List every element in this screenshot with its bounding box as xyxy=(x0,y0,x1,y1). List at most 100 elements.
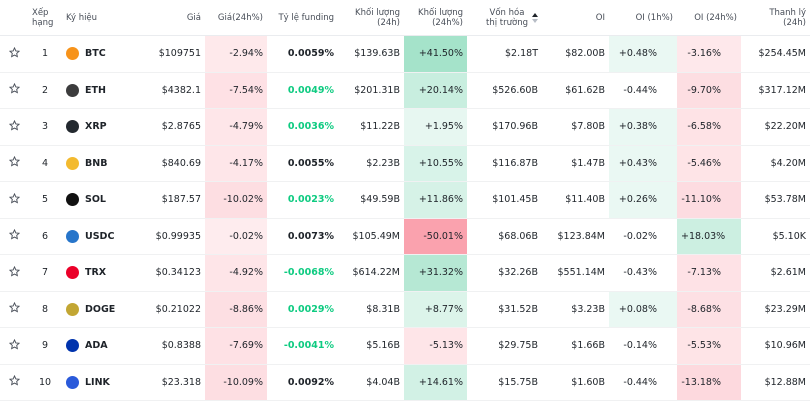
cell: $201.31B xyxy=(338,72,404,109)
cell: $2.61M xyxy=(741,254,810,292)
column-header[interactable]: OI (24h%) xyxy=(677,0,741,36)
value: $0.99935 xyxy=(155,230,201,242)
favorite-cell xyxy=(0,72,28,109)
coin-icon xyxy=(66,47,79,61)
column-header[interactable]: Giá(24h%) xyxy=(205,0,267,36)
cell: $8.31B xyxy=(338,291,404,328)
favorite-star[interactable] xyxy=(8,156,20,167)
symbol[interactable]: SOL xyxy=(66,193,136,207)
coin-icon xyxy=(66,266,79,280)
cell: -0.44% xyxy=(609,72,677,109)
symbol[interactable]: DOGE xyxy=(66,302,136,316)
symbol[interactable]: XRP xyxy=(66,120,136,134)
value: $2.23B xyxy=(366,157,400,169)
value: 0.0055% xyxy=(287,157,334,169)
cell: $1.47B xyxy=(542,145,609,182)
column-header[interactable]: Ký hiệu xyxy=(62,0,140,36)
table-row[interactable]: 7 TRX $0.34123 -4.92% -0.0068% $614.22M +31.32… xyxy=(0,254,810,292)
favorite-star[interactable] xyxy=(8,119,20,131)
value: $61.62B xyxy=(565,84,605,96)
cell: $187.57 xyxy=(140,181,205,219)
table-row[interactable]: 9 ADA $0.8388 -7.69% -0.0041% $5.16B -5.13% $29… xyxy=(0,327,810,365)
value: $4.20M xyxy=(770,157,806,169)
column-header[interactable]: Khối lượng (24h) xyxy=(338,0,404,36)
favorite-star[interactable] xyxy=(8,265,20,277)
favorite-star[interactable] xyxy=(8,192,20,204)
table-row[interactable]: 6 USDC $0.99935 -0.02% 0.0073% $105.49M -50.01… xyxy=(0,218,810,255)
cell: $5.10K xyxy=(741,218,810,255)
symbol[interactable]: USDC xyxy=(66,229,136,243)
cell: BNB xyxy=(62,145,140,182)
cell: 0.0092% xyxy=(267,364,338,401)
column-header[interactable]: OI (1h%) xyxy=(609,0,677,36)
value: +11.86% xyxy=(418,194,463,206)
cell: +20.14% xyxy=(404,72,467,109)
table-row[interactable]: 10 LINK $23.318 -10.09% 0.0092% $4.04B +14.61%… xyxy=(0,364,810,401)
value: -0.02% xyxy=(623,230,657,242)
coin-icon xyxy=(66,193,79,207)
symbol[interactable]: BTC xyxy=(66,47,136,61)
value: $3.23B xyxy=(571,303,605,315)
table-row[interactable]: 5 SOL $187.57 -10.02% 0.0023% $49.59B +11.86% $… xyxy=(0,181,810,219)
header-text: Thanh lý (24h) xyxy=(769,7,806,28)
value: $4.04B xyxy=(366,376,400,388)
cell: -50.01% xyxy=(404,218,467,255)
symbol-text: SOL xyxy=(85,194,106,206)
rank: 3 xyxy=(41,121,49,133)
cell: -7.13% xyxy=(677,254,741,292)
cell: $12.88M xyxy=(741,364,810,401)
favorite-cell xyxy=(0,108,28,146)
favorite-star[interactable] xyxy=(8,375,20,386)
table-row[interactable]: 1 BTC $109751 -2.94% 0.0059% $139.63B +41.50% $… xyxy=(0,35,810,73)
cell: LINK xyxy=(62,364,140,401)
cell: +14.61% xyxy=(404,364,467,401)
table-row[interactable]: 8 DOGE $0.21022 -8.86% 0.0029% $8.31B +8.77% $3… xyxy=(0,291,810,328)
value: $68.06B xyxy=(498,230,538,242)
favorite-star[interactable] xyxy=(8,46,20,58)
table-row[interactable]: 3 XRP $2.8765 -4.79% 0.0036% $11.22B +1.95% $17… xyxy=(0,108,810,146)
column-header[interactable]: Khối lượng (24h%) xyxy=(404,0,467,36)
value: -4.79% xyxy=(229,121,263,133)
cell: 7 xyxy=(28,254,62,292)
column-header[interactable]: Xếp hạng xyxy=(28,0,62,36)
cell: $109751 xyxy=(140,35,205,73)
cell: -4.92% xyxy=(205,254,267,292)
favorite-cell xyxy=(0,364,28,401)
value: -3.16% xyxy=(687,48,721,60)
cell: $49.59B xyxy=(338,181,404,219)
value: 0.0073% xyxy=(287,230,334,242)
value: +0.26% xyxy=(618,194,657,206)
favorite-star[interactable] xyxy=(8,338,20,350)
value: $109751 xyxy=(158,48,201,60)
favorite-star[interactable] xyxy=(8,302,20,313)
rank: 7 xyxy=(41,267,49,279)
cell: XRP xyxy=(62,108,140,146)
value: 0.0023% xyxy=(287,194,334,206)
cell: $15.75B xyxy=(467,364,542,401)
column-header[interactable]: OI xyxy=(542,0,609,36)
column-header[interactable]: Giá xyxy=(140,0,205,36)
cell: -3.16% xyxy=(677,35,741,73)
favorite-cell xyxy=(0,218,28,255)
symbol[interactable]: TRX xyxy=(66,266,136,280)
value: $1.60B xyxy=(571,376,605,388)
symbol[interactable]: ETH xyxy=(66,83,136,97)
table-row[interactable]: 2 ETH $4382.1 -7.54% 0.0049% $201.31B +20.14% $… xyxy=(0,72,810,109)
column-header[interactable]: Vốn hóa thị trường xyxy=(467,0,542,36)
symbol[interactable]: BNB xyxy=(66,156,136,170)
cell: $31.52B xyxy=(467,291,542,328)
column-header[interactable]: Thanh lý (24h) xyxy=(741,0,810,36)
favorite-cell xyxy=(0,35,28,73)
symbol[interactable]: ADA xyxy=(66,339,136,353)
favorite-star[interactable] xyxy=(8,229,20,240)
cell: -13.18% xyxy=(677,364,741,401)
symbol-text: BNB xyxy=(85,157,108,169)
column-header[interactable]: Tỷ lệ funding xyxy=(267,0,338,36)
symbol[interactable]: LINK xyxy=(66,375,136,389)
value: 0.0036% xyxy=(287,121,334,133)
header-text: OI (1h%) xyxy=(635,12,673,23)
cell: 0.0059% xyxy=(267,35,338,73)
table-row[interactable]: 4 BNB $840.69 -4.17% 0.0055% $2.23B +10.55% $11… xyxy=(0,145,810,182)
favorite-star[interactable] xyxy=(8,83,20,94)
